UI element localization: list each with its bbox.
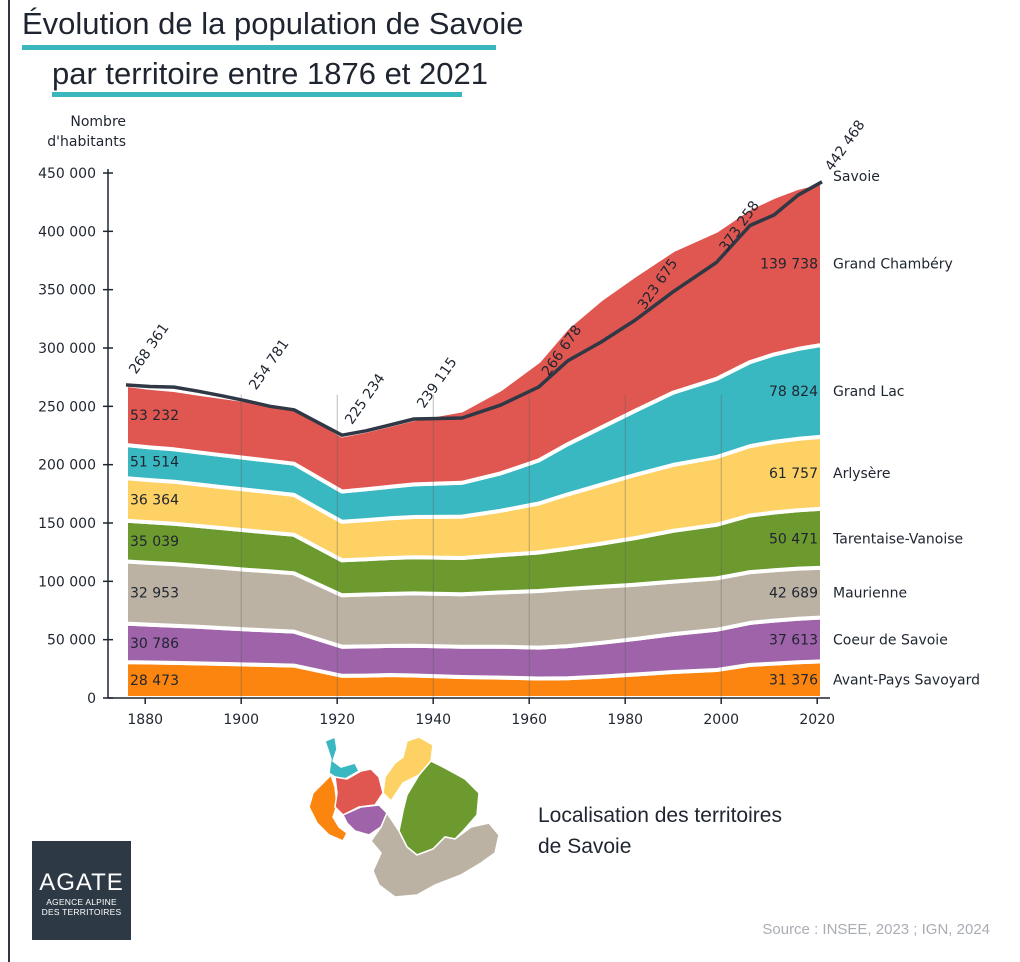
x-tick-label: 2020 xyxy=(799,712,835,728)
map-region-grand-lac xyxy=(324,735,360,780)
map-region-arlysere xyxy=(382,736,434,803)
population-chart: 0 50 000 100 000 150 000 200 000 250 000 300 0… xyxy=(38,114,980,728)
y-tick-label: 350 000 xyxy=(38,283,96,299)
y-tick-label: 450 000 xyxy=(38,166,96,182)
legend-label: Coeur de Savoie xyxy=(833,632,948,648)
map-region-maurienne xyxy=(370,811,500,898)
left-rule xyxy=(8,0,10,962)
x-tick-label: 1880 xyxy=(127,712,163,728)
start-value-label: 36 364 xyxy=(130,492,179,508)
start-value-label: 28 473 xyxy=(130,673,179,689)
map-region-avant-pays-savoyard xyxy=(308,773,348,842)
start-value-label: 30 786 xyxy=(130,636,179,652)
map-caption-line-2: de Savoie xyxy=(538,835,632,858)
title-underline-2 xyxy=(52,92,462,97)
total-value-label: 239 115 xyxy=(414,355,460,412)
legend-label-savoie: Savoie xyxy=(833,169,880,185)
chart-title-line-2: par territoire entre 1876 et 2021 xyxy=(52,56,488,91)
y-tick-label: 300 000 xyxy=(38,341,96,357)
title-underline-1 xyxy=(22,45,496,50)
source-note: Source : INSEE, 2023 ; IGN, 2024 xyxy=(762,921,990,938)
legend-label: Grand Lac xyxy=(833,384,904,400)
map-caption: Localisation des territoires de Savoie xyxy=(538,800,782,862)
y-tick-label: 400 000 xyxy=(38,224,96,240)
end-value-label: 37 613 xyxy=(769,632,818,648)
y-tick-label: 150 000 xyxy=(38,516,96,532)
y-tick-label: 200 000 xyxy=(38,458,96,474)
start-value-label: 35 039 xyxy=(130,534,179,550)
end-value-label: 50 471 xyxy=(769,531,818,547)
x-tick-label: 1960 xyxy=(511,712,547,728)
x-tick-label: 1940 xyxy=(415,712,451,728)
x-tick-label: 1900 xyxy=(223,712,259,728)
legend-label: Grand Chambéry xyxy=(833,256,953,272)
x-tick-label: 2000 xyxy=(703,712,739,728)
x-tick-label: 1980 xyxy=(607,712,643,728)
total-value-label: 254 781 xyxy=(246,336,292,393)
agate-logo: AGATE AGENCE ALPINE DES TERRITOIRES xyxy=(32,841,131,940)
start-value-label: 32 953 xyxy=(130,586,179,602)
logo-subtitle-1: AGENCE ALPINE xyxy=(46,897,117,907)
y-axis-label: d'habitants xyxy=(47,134,126,150)
map-caption-line-1: Localisation des territoires xyxy=(538,804,782,827)
legend-label: Maurienne xyxy=(833,586,907,602)
y-tick-label: 250 000 xyxy=(38,399,96,415)
chart-title-line-1: Évolution de la population de Savoie xyxy=(22,6,524,41)
end-value-label: 42 689 xyxy=(769,586,818,602)
end-value-label: 61 757 xyxy=(769,466,818,482)
total-value-label: 225 234 xyxy=(342,371,388,428)
end-value-label: 78 824 xyxy=(769,384,818,400)
total-line-savoie xyxy=(125,180,823,437)
legend-label: Arlysère xyxy=(833,466,890,482)
logo-name: AGATE xyxy=(39,869,124,896)
legend-label: Tarentaise-Vanoise xyxy=(832,531,963,547)
x-tick-label: 1920 xyxy=(319,712,355,728)
y-tick-label: 50 000 xyxy=(47,633,96,649)
map-region-grand-chambery xyxy=(334,768,384,816)
y-tick-label: 0 xyxy=(87,691,96,707)
territory-map xyxy=(308,735,500,898)
total-value-label: 442 468 xyxy=(822,117,868,174)
logo-subtitle-2: DES TERRITOIRES xyxy=(41,907,122,917)
start-value-label: 51 514 xyxy=(130,455,179,471)
end-value-label: 31 376 xyxy=(769,673,818,689)
y-axis-label: Nombre xyxy=(70,114,126,130)
start-value-label: 53 232 xyxy=(130,408,179,424)
y-tick-label: 100 000 xyxy=(38,574,96,590)
legend-label: Avant-Pays Savoyard xyxy=(833,673,980,689)
total-value-label: 268 361 xyxy=(126,321,172,378)
end-value-label: 139 738 xyxy=(760,256,818,272)
